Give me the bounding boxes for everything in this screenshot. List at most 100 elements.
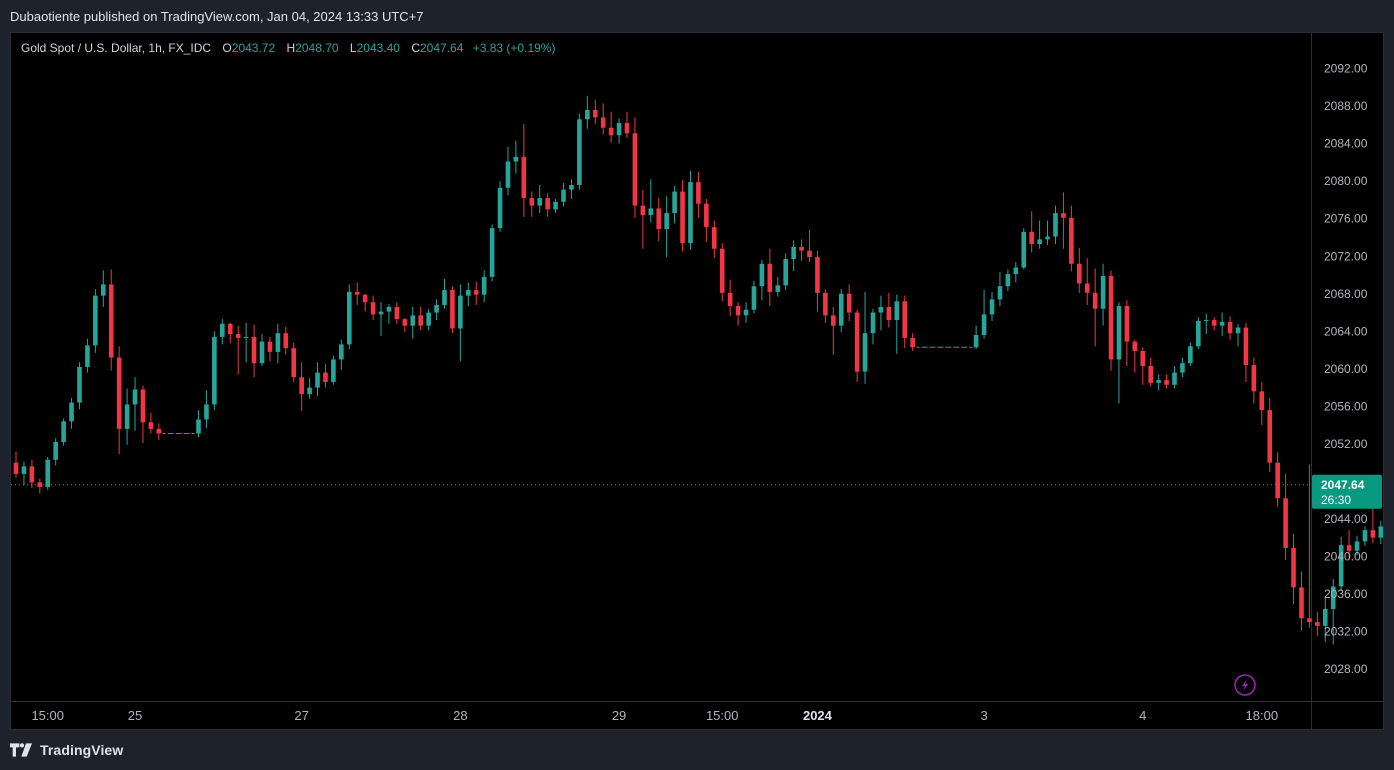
candle-body	[1132, 341, 1138, 351]
y-tick-label: 2028.00	[1324, 662, 1368, 676]
candle-body	[1251, 365, 1257, 392]
candle-body	[346, 291, 352, 345]
candle-body	[426, 312, 431, 326]
candle-body	[1235, 327, 1241, 334]
candle-body	[894, 301, 900, 321]
legend-open-label: O	[222, 41, 232, 55]
candle-body	[323, 372, 328, 382]
candle-body	[704, 203, 709, 228]
x-tick-label: 29	[612, 708, 626, 723]
candle-body	[299, 377, 304, 395]
candle-body	[53, 441, 58, 460]
candle-body	[664, 213, 669, 230]
y-tick-label: 2036.00	[1324, 587, 1368, 601]
candle-body	[1116, 305, 1122, 360]
y-tick-label: 2040.00	[1324, 549, 1368, 563]
candle-body	[505, 161, 511, 188]
candle-body	[315, 372, 320, 388]
candle-body	[108, 284, 114, 358]
candlestick-chart[interactable]: 2028.00 2032.00 2036.00 2040.00 2044.00 2048.…	[11, 33, 1383, 729]
candle-body	[513, 156, 519, 162]
candle-body	[680, 191, 685, 244]
candle-body	[696, 182, 701, 204]
x-tick-label: 2024	[803, 708, 833, 723]
x-tick-label: 15:00	[31, 708, 64, 723]
y-tick-label: 2044.00	[1324, 512, 1368, 526]
candle-body	[592, 109, 598, 118]
bar-countdown: 26:30	[1321, 493, 1351, 507]
x-tick-label: 28	[453, 708, 467, 723]
candle-body	[251, 336, 257, 364]
candle-body	[394, 306, 400, 320]
candle-body	[1092, 292, 1098, 309]
candle-body	[1108, 275, 1114, 360]
candle-body	[370, 302, 376, 315]
candle-body	[759, 263, 765, 287]
published-text: Dubaotiente published on TradingView.com…	[10, 9, 424, 24]
candle-body	[1196, 320, 1201, 347]
y-tick-label: 2072.00	[1324, 249, 1368, 263]
candle-body	[481, 276, 487, 295]
x-tick-label: 3	[980, 708, 987, 723]
candle-body	[1069, 217, 1074, 264]
candle-body	[553, 201, 558, 210]
candle-body	[997, 286, 1003, 300]
candle-body	[537, 198, 543, 206]
candle-body	[1211, 320, 1217, 326]
candle-body	[1378, 526, 1383, 538]
y-tick-label: 2092.00	[1324, 62, 1368, 76]
candle-body	[672, 191, 677, 214]
candle-body	[1124, 305, 1130, 342]
legend-open-value: 2043.72	[231, 41, 276, 55]
candle-body	[902, 301, 908, 338]
candle-body	[267, 341, 273, 352]
legend-symbol[interactable]: Gold Spot / U.S. Dollar, 1h, FX_IDC	[21, 41, 212, 55]
candle-body	[1243, 327, 1249, 366]
tradingview-logo[interactable]: TradingView	[10, 742, 123, 758]
candle-body	[204, 404, 209, 420]
candle-body	[307, 387, 312, 395]
y-tick-label: 2080.00	[1324, 174, 1368, 188]
candle-body	[291, 348, 297, 378]
candle-body	[1156, 380, 1161, 383]
candle-body	[1021, 231, 1027, 268]
candle-body	[989, 299, 995, 315]
y-tick-label: 2060.00	[1324, 362, 1368, 376]
candle-body	[751, 286, 757, 310]
candle-body	[124, 404, 130, 429]
legend-high-value: 2048.70	[295, 41, 339, 55]
candle-body	[1259, 391, 1265, 411]
candle-body	[458, 295, 463, 329]
y-tick-label: 2032.00	[1324, 624, 1368, 638]
candle-body	[1188, 346, 1193, 364]
candle-body	[1322, 608, 1328, 626]
lightning-bolt-icon[interactable]	[1234, 674, 1256, 696]
y-tick-label: 2068.00	[1324, 287, 1368, 301]
candle-body	[378, 311, 384, 315]
candle-body	[1140, 350, 1146, 366]
y-tick-label: 2056.00	[1324, 399, 1368, 413]
candle-body	[29, 466, 35, 483]
candle-body	[807, 250, 812, 258]
last-price-value: 2047.64	[1321, 478, 1365, 492]
x-tick-label: 18:00	[1246, 708, 1279, 723]
candle-body	[497, 187, 503, 229]
candle-body	[719, 248, 725, 293]
candle-body	[434, 305, 439, 313]
candle-body	[981, 314, 987, 336]
candle-body	[220, 323, 225, 337]
candle-body	[648, 208, 654, 215]
y-tick-label: 2084.00	[1324, 137, 1368, 151]
x-tick-label: 15:00	[706, 708, 739, 723]
candle-body	[1100, 275, 1106, 309]
candle-body	[235, 334, 241, 338]
chart-panel[interactable]: 2028.00 2032.00 2036.00 2040.00 2044.00 2048.…	[10, 32, 1384, 730]
candle-body	[1029, 231, 1034, 245]
candle-body	[402, 319, 408, 326]
candle-body	[862, 333, 868, 372]
legend-close-label: C	[411, 41, 420, 55]
candle-body	[354, 291, 360, 295]
candle-body	[1164, 380, 1169, 385]
x-tick-label: 27	[294, 708, 308, 723]
symbol-legend: Gold Spot / U.S. Dollar, 1h, FX_IDC O204…	[21, 41, 555, 55]
